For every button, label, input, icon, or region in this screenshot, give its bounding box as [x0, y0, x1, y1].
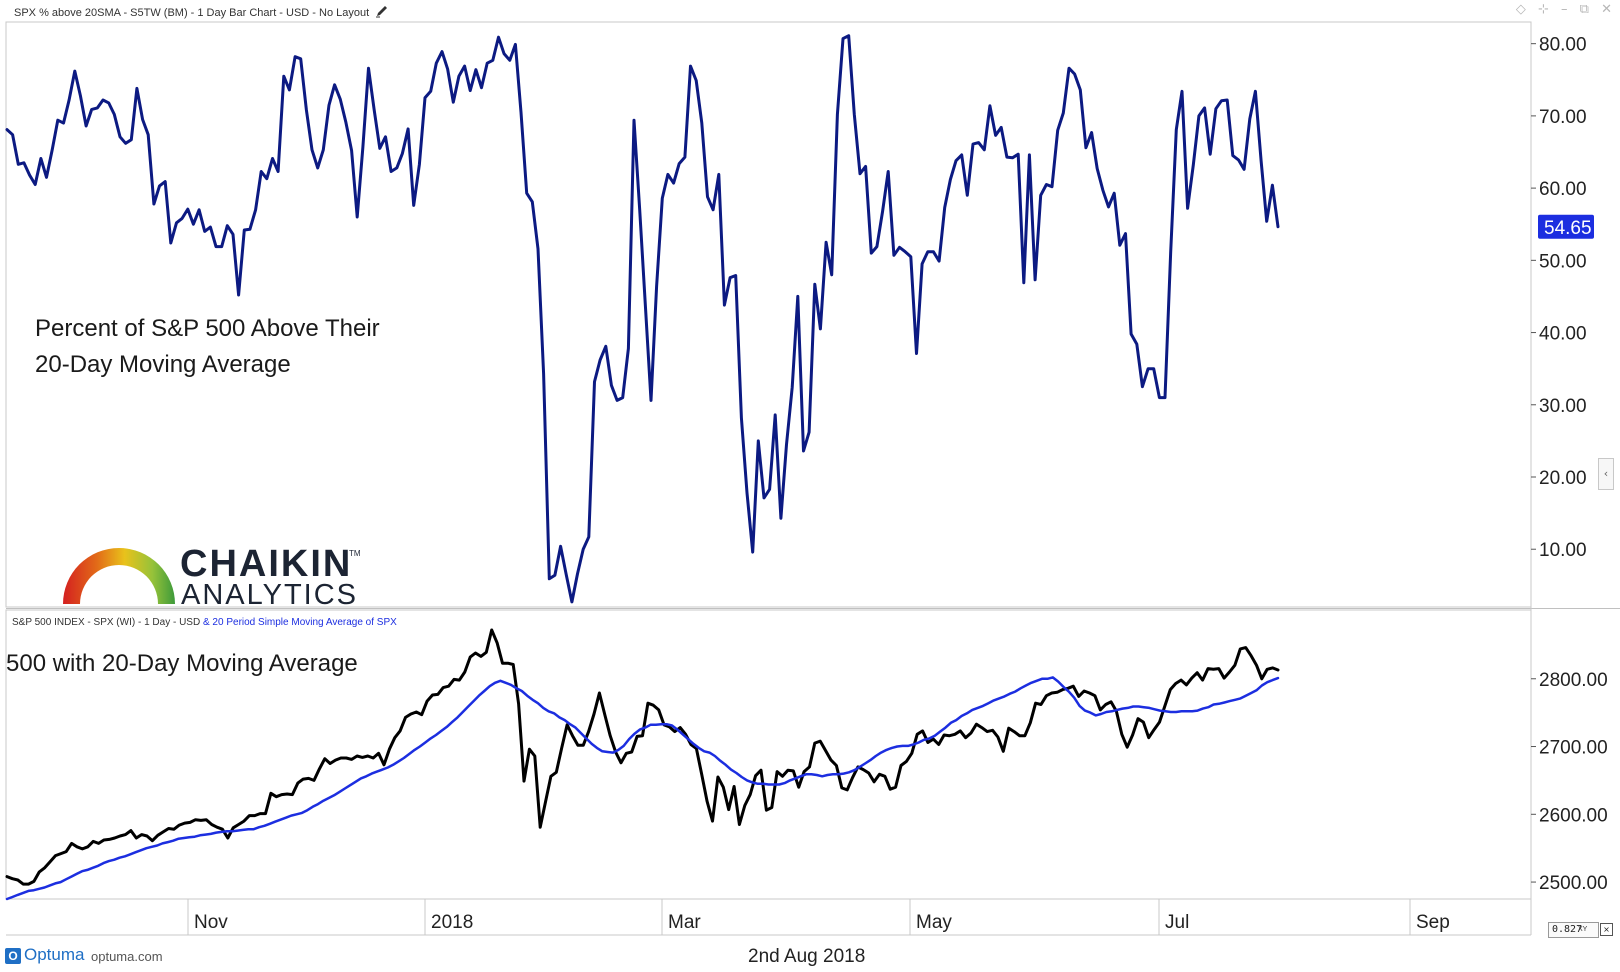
zoom-close-icon[interactable]: ×: [1600, 923, 1613, 936]
logo-name: CHAIKIN: [180, 543, 352, 585]
zoom-xy-label: XY: [1578, 926, 1588, 933]
minimize-icon[interactable]: –: [1561, 2, 1568, 17]
upper-plot: [5, 34, 1280, 604]
spx-legend-label: S&P 500 INDEX - SPX (WI) - 1 Day - USD: [12, 617, 203, 628]
pin-icon[interactable]: ⊹: [1537, 2, 1549, 17]
date-tick-label: 2018: [431, 912, 473, 933]
breadth-y-tick-label: 20.00: [1539, 468, 1587, 489]
spx-y-tick-label: 2500.00: [1539, 873, 1608, 894]
gauge-logo-arc: [63, 548, 175, 604]
diamond-icon[interactable]: ◇: [1515, 2, 1526, 17]
breadth-series-line-0[interactable]: [5, 34, 1280, 604]
breadth-y-tick-label: 40.00: [1539, 324, 1587, 345]
restore-icon[interactable]: ⧉: [1579, 2, 1589, 17]
optuma-url[interactable]: optuma.com: [91, 949, 163, 964]
spx-series-line-1[interactable]: [5, 676, 1280, 901]
breadth-y-tick-label: 10.00: [1539, 540, 1587, 561]
breadth-y-tick-label: 60.00: [1539, 179, 1587, 200]
sma-legend-label: & 20 Period Simple Moving Average of SPX: [203, 617, 397, 628]
breadth-y-tick-label: 50.00: [1539, 251, 1587, 272]
date-tick-label: May: [916, 912, 952, 933]
chaikin-logo: CHAIKIN TM ANALYTICS: [63, 543, 361, 611]
spx-y-tick-label: 2800.00: [1539, 670, 1608, 691]
last-value-tag: 54.65: [1538, 214, 1594, 239]
window-toolbar: ◇ ⊹ – ⧉ ✕: [1508, 2, 1612, 17]
zoom-field[interactable]: 0.827: [1548, 922, 1599, 938]
date-tick-label: Jul: [1165, 912, 1189, 933]
date-tick-label: Sep: [1416, 912, 1450, 933]
current-date: 2nd Aug 2018: [748, 946, 866, 967]
breadth-annotation-line1: Percent of S&P 500 Above Their: [35, 315, 380, 342]
upper-panel-frame: [5, 21, 1532, 608]
collapse-panel-icon[interactable]: ‹: [1598, 458, 1614, 490]
breadth-y-tick-label: 70.00: [1539, 107, 1587, 128]
lower-legend: S&P 500 INDEX - SPX (WI) - 1 Day - USD &…: [12, 617, 397, 628]
chart-canvas[interactable]: SPX % above 20SMA - S5TW (BM) - 1 Day Ba…: [0, 0, 1620, 940]
logo-trademark: TM: [349, 549, 361, 558]
optuma-logo-icon[interactable]: O: [5, 948, 21, 964]
optuma-brand[interactable]: Optuma: [24, 945, 85, 964]
last-value-label: 54.65: [1544, 218, 1592, 239]
pencil-icon[interactable]: [376, 6, 387, 18]
upper-axis: 10.00 20.00 30.00 40.00 50.00 60.00 70.00 80.00: [1531, 35, 1587, 561]
lower-plot: [5, 628, 1280, 901]
close-icon[interactable]: ✕: [1601, 2, 1612, 17]
chart-title: SPX % above 20SMA - S5TW (BM) - 1 Day Ba…: [14, 7, 369, 19]
breadth-y-tick-label: 30.00: [1539, 396, 1587, 417]
footer: O Optuma optuma.com 2nd Aug 2018: [0, 940, 1620, 972]
logo-subtitle: ANALYTICS: [181, 579, 358, 611]
breadth-annotation-line2: 20-Day Moving Average: [35, 351, 291, 378]
spx-annotation: 500 with 20-Day Moving Average: [6, 650, 358, 677]
date-tick-label: Nov: [194, 912, 228, 933]
breadth-y-tick-label: 80.00: [1539, 35, 1587, 56]
lower-axis: 2500.00 2600.00 2700.00 2800.00: [1531, 670, 1608, 894]
lower-panel-frame: [5, 609, 1532, 900]
spx-y-tick-label: 2700.00: [1539, 738, 1608, 759]
spx-y-tick-label: 2600.00: [1539, 805, 1608, 826]
date-axis: Nov 2018 Mar May Jul Sep: [187, 899, 1450, 935]
last-value-badge: [1538, 214, 1594, 239]
date-tick-label: Mar: [668, 912, 701, 933]
